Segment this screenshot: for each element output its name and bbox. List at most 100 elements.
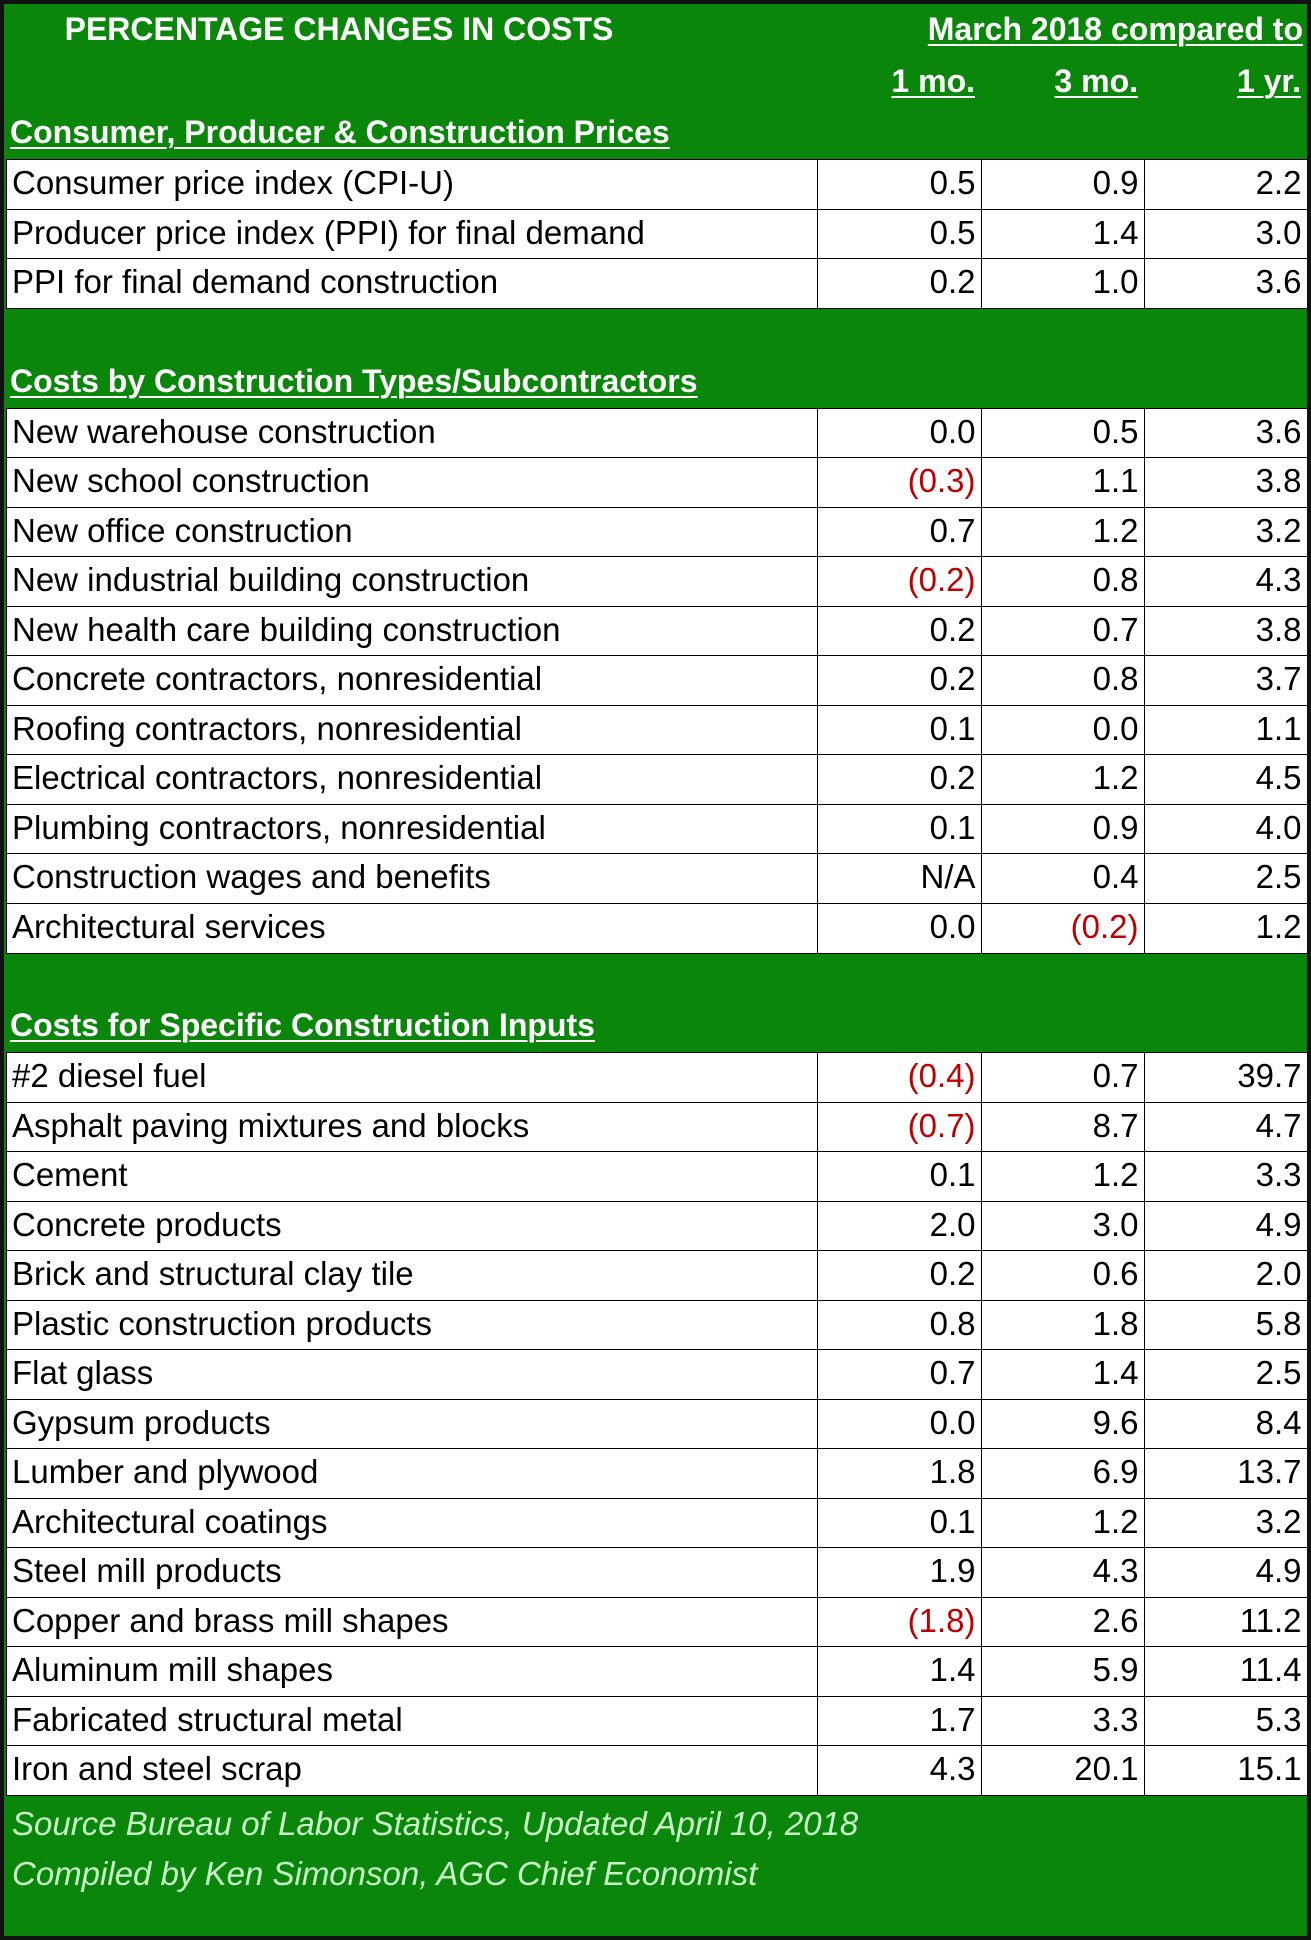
value-cell: 2.5 (1144, 1349, 1307, 1400)
section-title: Consumer, Producer & Construction Prices (10, 114, 670, 150)
row-label: Aluminum mill shapes (6, 1646, 819, 1697)
value-cell: 4.5 (1144, 754, 1307, 805)
comparison-text: March 2018 compared to (927, 11, 1303, 47)
value-cell: 2.6 (981, 1596, 1146, 1648)
value-cell: 0.5 (981, 407, 1146, 459)
value-cell: 3.7 (1144, 655, 1307, 706)
row-label: Flat glass (6, 1349, 819, 1400)
value-cell: 3.2 (1144, 1497, 1307, 1549)
value-cell: 0.7 (981, 1052, 1146, 1103)
row-label: Gypsum products (6, 1398, 819, 1450)
value-cell: 1.8 (981, 1299, 1146, 1351)
value-cell: 0.2 (817, 605, 983, 657)
value-cell: N/A (817, 853, 983, 904)
row-label: New office construction (6, 506, 819, 558)
value-cell: 0.0 (817, 1398, 983, 1450)
value-cell: 4.3 (817, 1745, 983, 1796)
value-cell: (0.3) (817, 457, 983, 508)
value-cell: 1.2 (981, 1151, 1146, 1202)
value-cell: (1.8) (817, 1596, 983, 1648)
section-heading: Consumer, Producer & Construction Prices (10, 107, 670, 157)
value-cell: 3.6 (1144, 258, 1307, 309)
row-label: Concrete contractors, nonresidential (6, 655, 819, 706)
value-cell: 0.2 (817, 258, 983, 309)
value-cell: 0.2 (817, 1250, 983, 1301)
value-cell: 0.0 (981, 704, 1146, 756)
value-cell: 3.2 (1144, 506, 1307, 558)
value-cell: 2.0 (1144, 1250, 1307, 1301)
row-label: Asphalt paving mixtures and blocks (6, 1101, 819, 1153)
value-cell: 5.9 (981, 1646, 1146, 1697)
value-cell: 3.3 (1144, 1151, 1307, 1202)
value-cell: 8.7 (981, 1101, 1146, 1153)
footer-note: Source Bureau of Labor Statistics, Updat… (12, 1804, 859, 1842)
value-cell: 0.7 (817, 506, 983, 558)
row-label: Construction wages and benefits (6, 853, 819, 904)
row-label: Electrical contractors, nonresidential (6, 754, 819, 805)
row-label: Consumer price index (CPI-U) (6, 159, 819, 210)
value-cell: 2.2 (1144, 159, 1307, 210)
value-cell: 3.6 (1144, 407, 1307, 459)
value-cell: 0.1 (817, 1151, 983, 1202)
row-label: New warehouse construction (6, 407, 819, 459)
row-label: #2 diesel fuel (6, 1052, 819, 1103)
value-cell: 2.5 (1144, 853, 1307, 904)
value-cell: 5.3 (1144, 1695, 1307, 1747)
value-cell: 3.8 (1144, 605, 1307, 657)
value-cell: (0.7) (817, 1101, 983, 1153)
value-cell: 1.4 (817, 1646, 983, 1697)
row-label: Brick and structural clay tile (6, 1250, 819, 1301)
footer-note: Compiled by Ken Simonson, AGC Chief Econ… (12, 1854, 758, 1892)
value-cell: 0.6 (981, 1250, 1146, 1301)
value-cell: 1.2 (981, 506, 1146, 558)
value-cell: 4.3 (1144, 556, 1307, 607)
row-label: Plumbing contractors, nonresidential (6, 803, 819, 855)
row-label: Steel mill products (6, 1547, 819, 1598)
value-cell: 11.2 (1144, 1596, 1307, 1648)
value-cell: 1.9 (817, 1547, 983, 1598)
value-cell: 0.4 (981, 853, 1146, 904)
value-cell: 11.4 (1144, 1646, 1307, 1697)
column-header: 1 mo. (817, 56, 981, 106)
value-cell: 6.9 (981, 1448, 1146, 1499)
value-cell: 1.2 (981, 754, 1146, 805)
value-cell: 1.2 (1144, 902, 1307, 954)
value-cell: 4.0 (1144, 803, 1307, 855)
value-cell: 0.2 (817, 754, 983, 805)
value-cell: 4.3 (981, 1547, 1146, 1598)
value-cell: 0.7 (981, 605, 1146, 657)
row-label: New industrial building construction (6, 556, 819, 607)
column-header-text: 1 mo. (891, 63, 975, 99)
section-heading: Costs by Construction Types/Subcontracto… (10, 356, 698, 406)
value-cell: 2.0 (817, 1200, 983, 1252)
column-header-text: 3 mo. (1054, 63, 1138, 99)
row-label: PPI for final demand construction (6, 258, 819, 309)
row-label: Concrete products (6, 1200, 819, 1252)
value-cell: 0.1 (817, 704, 983, 756)
value-cell: 0.9 (981, 803, 1146, 855)
value-cell: 1.2 (981, 1497, 1146, 1549)
value-cell: 20.1 (981, 1745, 1146, 1796)
value-cell: 0.1 (817, 1497, 983, 1549)
column-header: 3 mo. (981, 56, 1144, 106)
value-cell: 1.1 (1144, 704, 1307, 756)
value-cell: 0.8 (981, 655, 1146, 706)
row-label: Lumber and plywood (6, 1448, 819, 1499)
row-label: Producer price index (PPI) for final dem… (6, 208, 819, 260)
section-heading: Costs for Specific Construction Inputs (10, 1000, 595, 1050)
value-cell: 0.8 (817, 1299, 983, 1351)
table-title: PERCENTAGE CHANGES IN COSTS (64, 11, 614, 47)
value-cell: 1.1 (981, 457, 1146, 508)
value-cell: 15.1 (1144, 1745, 1307, 1796)
row-label: Copper and brass mill shapes (6, 1596, 819, 1648)
row-label: Architectural services (6, 902, 819, 954)
column-header: 1 yr. (1144, 56, 1307, 106)
comparison-label: March 2018 compared to (928, 4, 1303, 54)
row-label: Fabricated structural metal (6, 1695, 819, 1747)
value-cell: 1.0 (981, 258, 1146, 309)
value-cell: 0.8 (981, 556, 1146, 607)
value-cell: 0.5 (817, 159, 983, 210)
value-cell: 4.9 (1144, 1547, 1307, 1598)
value-cell: 1.8 (817, 1448, 983, 1499)
row-label: Architectural coatings (6, 1497, 819, 1549)
